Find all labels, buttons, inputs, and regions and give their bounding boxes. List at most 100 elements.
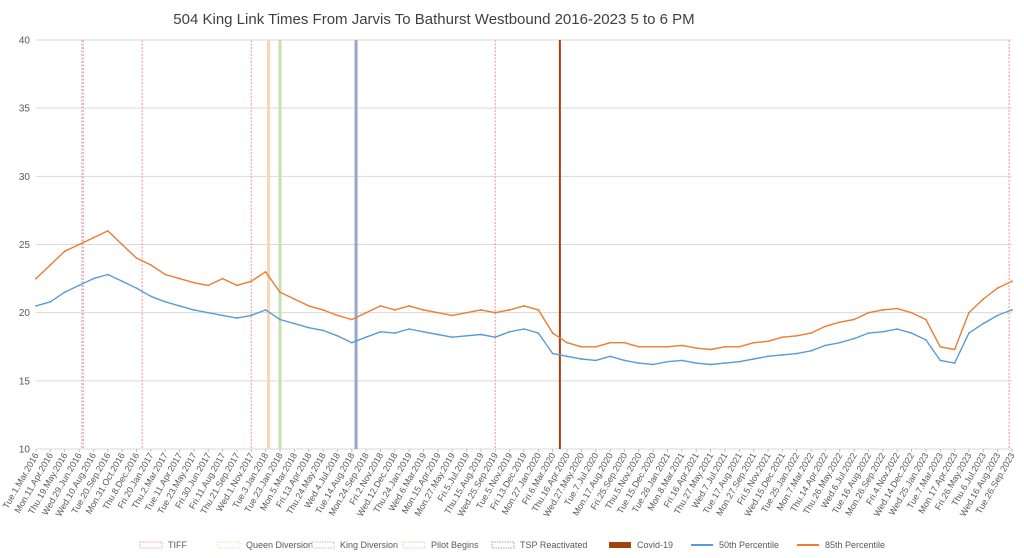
data-point bbox=[867, 332, 870, 335]
data-point bbox=[709, 348, 712, 351]
legend-swatch bbox=[402, 541, 426, 549]
data-point bbox=[609, 355, 612, 358]
data-point bbox=[121, 280, 124, 283]
legend-item: 50th Percentile bbox=[691, 540, 779, 550]
data-point bbox=[436, 311, 439, 314]
legend-item: TSP Reactivated bbox=[491, 540, 587, 550]
data-point bbox=[537, 332, 540, 335]
data-point bbox=[580, 358, 583, 360]
data-point bbox=[666, 345, 669, 348]
data-point bbox=[953, 362, 956, 365]
data-point bbox=[92, 277, 95, 280]
data-point bbox=[379, 304, 382, 307]
data-point bbox=[609, 341, 612, 344]
legend-item: 85th Percentile bbox=[797, 540, 885, 550]
data-point bbox=[63, 250, 66, 253]
data-point bbox=[236, 317, 238, 320]
data-point bbox=[795, 352, 798, 355]
data-point bbox=[178, 304, 181, 307]
series-lines bbox=[35, 229, 1013, 366]
data-point bbox=[924, 339, 927, 341]
data-point bbox=[594, 345, 597, 348]
data-point bbox=[838, 321, 841, 324]
data-point bbox=[767, 355, 769, 358]
data-point bbox=[494, 336, 497, 339]
data-point bbox=[164, 300, 167, 303]
data-point bbox=[623, 341, 626, 344]
data-point bbox=[680, 359, 683, 362]
data-point bbox=[422, 330, 425, 333]
data-point bbox=[551, 352, 554, 355]
data-point bbox=[221, 277, 224, 280]
data-point bbox=[752, 341, 755, 344]
legend-label: 50th Percentile bbox=[719, 540, 779, 550]
data-point bbox=[781, 336, 784, 339]
data-point bbox=[910, 332, 913, 335]
data-point bbox=[149, 295, 152, 298]
data-point bbox=[451, 314, 454, 317]
data-point bbox=[393, 309, 396, 311]
chart-title: 504 King Link Times From Jarvis To Bathu… bbox=[173, 11, 694, 28]
gridlines bbox=[36, 39, 1012, 450]
data-point bbox=[781, 354, 784, 356]
legend-swatch bbox=[491, 541, 515, 549]
data-point bbox=[322, 329, 324, 332]
y-tick-label: 30 bbox=[19, 172, 31, 183]
data-point bbox=[924, 318, 927, 321]
data-point bbox=[436, 333, 439, 336]
data-point bbox=[178, 277, 181, 280]
data-point bbox=[580, 345, 583, 348]
data-point bbox=[192, 309, 195, 311]
data-point bbox=[78, 243, 80, 246]
data-point bbox=[35, 304, 37, 307]
data-point bbox=[121, 243, 124, 246]
data-point bbox=[63, 291, 66, 294]
x-axis: Tue.1.Mar.2016Mon.11.Apr.2016Thu.19.May.… bbox=[1, 449, 1017, 519]
data-point bbox=[350, 341, 353, 344]
data-point bbox=[637, 345, 640, 348]
data-point bbox=[135, 257, 138, 260]
legend: TIFF Queen Diversion King Diversion Pilot B… bbox=[139, 540, 885, 550]
data-point bbox=[724, 345, 726, 348]
data-point bbox=[451, 336, 454, 339]
data-point bbox=[393, 332, 396, 335]
y-tick-label: 10 bbox=[19, 445, 31, 456]
data-point bbox=[250, 314, 253, 317]
data-point bbox=[221, 314, 224, 317]
data-point bbox=[264, 309, 267, 311]
data-point bbox=[1011, 280, 1013, 283]
data-point bbox=[164, 273, 167, 276]
data-point bbox=[652, 345, 655, 348]
data-point bbox=[149, 264, 152, 266]
data-point bbox=[135, 287, 138, 290]
y-tick-label: 35 bbox=[19, 104, 31, 115]
data-point bbox=[264, 270, 267, 273]
data-point bbox=[236, 284, 238, 287]
data-point bbox=[379, 330, 382, 333]
data-point bbox=[422, 309, 425, 311]
data-point bbox=[996, 314, 999, 317]
data-point bbox=[896, 328, 899, 330]
data-point bbox=[881, 309, 884, 311]
legend-swatch bbox=[609, 542, 631, 548]
data-point bbox=[853, 337, 856, 340]
data-point bbox=[666, 360, 669, 363]
legend-label: Pilot Begins bbox=[431, 540, 479, 550]
data-point bbox=[695, 362, 698, 365]
data-point bbox=[365, 336, 368, 339]
data-point bbox=[968, 311, 970, 314]
data-point bbox=[279, 318, 281, 321]
data-point bbox=[724, 362, 726, 365]
data-point bbox=[551, 332, 554, 335]
legend-swatch bbox=[217, 541, 241, 549]
data-point bbox=[293, 298, 296, 300]
legend-label: Queen Diversion bbox=[246, 540, 313, 550]
data-point bbox=[566, 355, 568, 358]
data-point bbox=[695, 347, 698, 350]
data-point bbox=[250, 280, 253, 283]
data-point bbox=[508, 309, 511, 311]
data-point bbox=[336, 334, 339, 337]
data-point bbox=[49, 300, 52, 303]
